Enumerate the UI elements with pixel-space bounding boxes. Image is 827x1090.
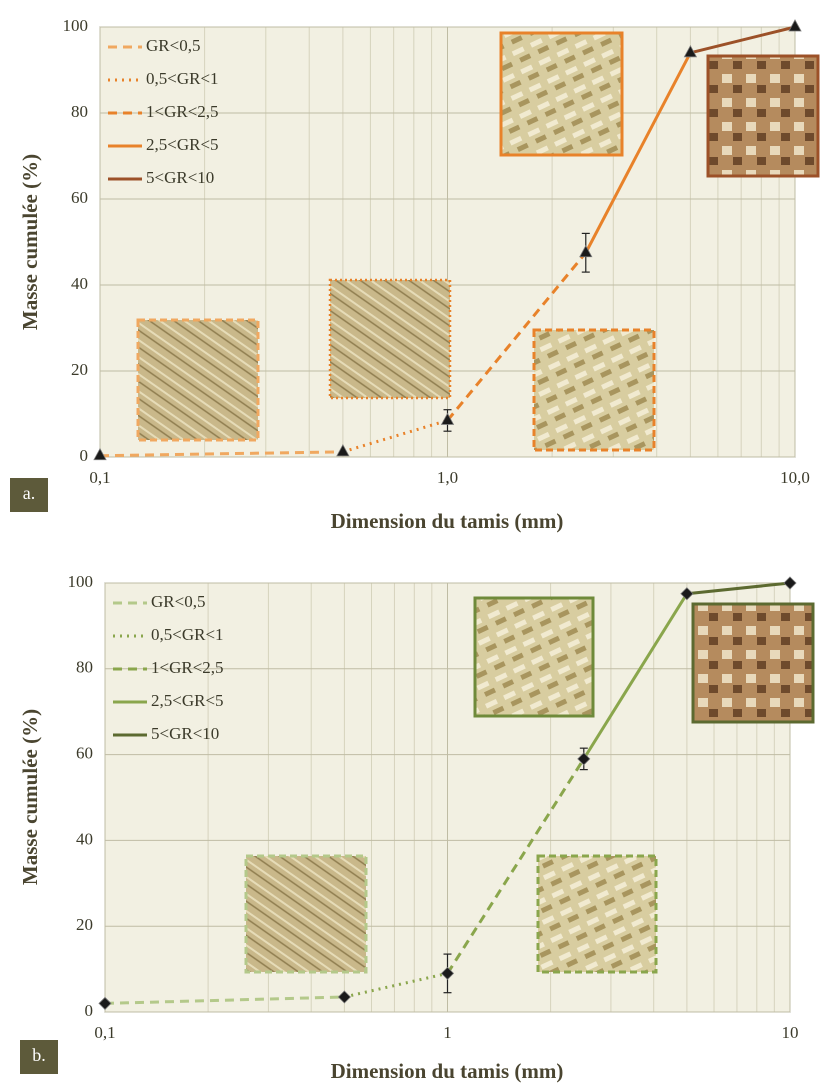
series-line — [686, 581, 791, 596]
panel-tag: a. — [23, 483, 36, 503]
series-line — [99, 450, 343, 458]
data-point — [93, 447, 107, 461]
legend-label: 2,5<GR<5 — [146, 135, 219, 154]
y-tick-label: 80 — [76, 658, 93, 677]
series-line — [582, 592, 689, 760]
photos — [136, 31, 820, 974]
panel-tag-box — [10, 478, 48, 512]
x-axis-title: Dimension du tamis (mm) — [331, 509, 564, 533]
series-line — [446, 758, 586, 975]
photo — [244, 854, 368, 974]
legend-label: GR<0,5 — [151, 592, 205, 611]
data-point — [683, 44, 698, 58]
legend-label: 5<GR<10 — [146, 168, 214, 187]
x-tick-label: 1 — [443, 1023, 452, 1042]
x-tick-label: 1,0 — [437, 468, 458, 487]
photo — [691, 602, 815, 724]
legend-label: GR<0,5 — [146, 36, 200, 55]
legend-label: 0,5<GR<1 — [151, 625, 224, 644]
data-point — [579, 244, 593, 258]
photo — [473, 596, 595, 718]
data-point — [440, 966, 455, 980]
panel-a: 0 20 40 60 80 100 0,1 1,0 10,0 Dimension du tamis… — [10, 16, 810, 533]
y-tick-label: 60 — [71, 188, 88, 207]
data-point — [440, 412, 455, 425]
data-point — [680, 587, 694, 601]
data-point — [788, 19, 802, 32]
legend-label: 0,5<GR<1 — [146, 69, 219, 88]
photo — [499, 31, 624, 157]
series-line — [342, 419, 448, 454]
photo — [536, 854, 658, 974]
legend-label: 1<GR<2,5 — [146, 102, 219, 121]
x-tick-label: 10,0 — [780, 468, 810, 487]
series-line — [584, 52, 692, 254]
photo — [328, 278, 452, 400]
y-tick-label: 100 — [68, 572, 94, 591]
series-line — [690, 25, 796, 55]
y-tick-label: 20 — [76, 915, 93, 934]
y-tick-label: 40 — [71, 274, 88, 293]
panel-b: 0 20 40 60 80 100 0,1 1 10 Dimension du tamis (mm… — [18, 572, 799, 1083]
series-line — [446, 251, 587, 422]
data-point — [336, 444, 350, 457]
y-tick-label: 20 — [71, 360, 88, 379]
x-tick-label: 0,1 — [94, 1023, 115, 1042]
y-tick-label: 40 — [76, 829, 93, 848]
data-point — [337, 990, 351, 1004]
y-tick-label: 60 — [76, 744, 93, 763]
x-tick-label: 0,1 — [89, 468, 110, 487]
photo — [136, 318, 260, 442]
y-axis-title: Masse cumulée (%) — [18, 709, 42, 885]
legend-label: 5<GR<10 — [151, 724, 219, 743]
x-tick-label: 10 — [782, 1023, 799, 1042]
x-axis-title: Dimension du tamis (mm) — [331, 1059, 564, 1083]
y-tick-label: 100 — [63, 16, 89, 35]
data-point — [98, 996, 112, 1010]
photo — [706, 54, 820, 178]
y-tick-label: 0 — [85, 1001, 94, 1020]
series-line — [104, 995, 345, 1005]
data-point — [577, 752, 591, 766]
panel-tag-box — [20, 1040, 58, 1074]
data-point — [783, 576, 797, 590]
y-axis-title: Masse cumulée (%) — [18, 154, 42, 330]
legend-label: 2,5<GR<5 — [151, 691, 224, 710]
photo — [532, 328, 656, 452]
panel-tag: b. — [32, 1045, 46, 1065]
y-tick-label: 0 — [80, 446, 89, 465]
legend-label: 1<GR<2,5 — [151, 658, 224, 677]
y-tick-label: 80 — [71, 102, 88, 121]
